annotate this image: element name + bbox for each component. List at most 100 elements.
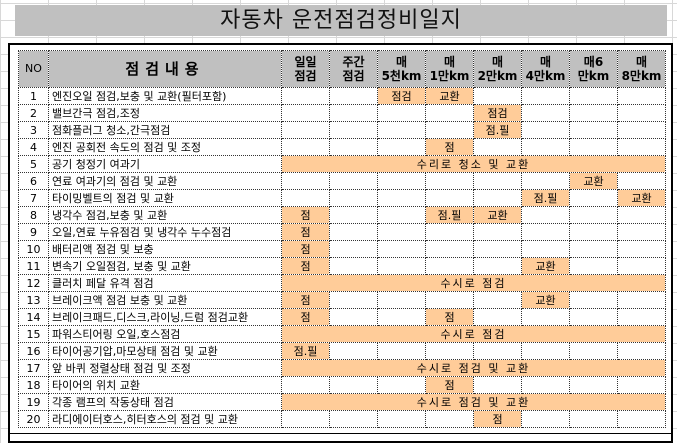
interval-cell[interactable]: 점 <box>281 223 330 241</box>
header-interval[interactable]: 매 1만km <box>425 50 474 88</box>
row-content[interactable]: 앞 바퀴 정렬상태 점검 및 조정 <box>48 359 282 377</box>
interval-cell[interactable] <box>473 223 522 241</box>
row-number[interactable]: 13 <box>18 291 49 309</box>
interval-cell[interactable] <box>521 138 570 156</box>
interval-cell[interactable]: 교환 <box>473 206 522 224</box>
row-content[interactable]: 브레이크액 점검 보충 및 교환 <box>48 291 282 309</box>
interval-cell[interactable] <box>281 376 330 394</box>
row-content[interactable]: 점화플러그 청소,간극점검 <box>48 121 282 139</box>
interval-cell[interactable]: 점.필 <box>521 189 570 207</box>
row-number[interactable]: 11 <box>18 257 49 275</box>
header-interval[interactable]: 매 5천km <box>377 50 426 88</box>
interval-cell[interactable]: 점 <box>281 206 330 224</box>
interval-span-cell[interactable]: 수시로 점검 및 교환 <box>281 393 666 411</box>
interval-cell[interactable] <box>377 172 426 190</box>
interval-cell[interactable] <box>281 410 330 428</box>
interval-cell[interactable]: 점 <box>425 376 474 394</box>
interval-cell[interactable]: 점.필 <box>473 121 522 139</box>
interval-cell[interactable] <box>617 121 666 139</box>
interval-cell[interactable] <box>569 257 618 275</box>
interval-cell[interactable] <box>329 189 378 207</box>
row-content[interactable]: 연료 여과기의 점검 및 교환 <box>48 172 282 190</box>
header-interval[interactable]: 매 8만km <box>617 50 666 88</box>
interval-cell[interactable]: 교환 <box>521 291 570 309</box>
row-content[interactable]: 밸브간극 점검,조정 <box>48 104 282 122</box>
interval-span-cell[interactable]: 수시로 점검 및 교환 <box>281 359 666 377</box>
interval-cell[interactable] <box>425 240 474 258</box>
header-content[interactable]: 점검내용 <box>48 50 282 88</box>
interval-cell[interactable] <box>281 138 330 156</box>
interval-cell[interactable] <box>569 308 618 326</box>
interval-cell[interactable] <box>329 121 378 139</box>
interval-cell[interactable] <box>425 189 474 207</box>
interval-cell[interactable] <box>425 172 474 190</box>
interval-cell[interactable]: 교환 <box>569 172 618 190</box>
interval-cell[interactable] <box>377 189 426 207</box>
interval-cell[interactable] <box>521 104 570 122</box>
interval-cell[interactable] <box>521 342 570 360</box>
interval-cell[interactable] <box>473 291 522 309</box>
row-content[interactable]: 파워스티어링 오일,호스점검 <box>48 325 282 343</box>
interval-cell[interactable] <box>521 240 570 258</box>
interval-cell[interactable] <box>425 257 474 275</box>
row-number[interactable]: 18 <box>18 376 49 394</box>
interval-cell[interactable]: 점 <box>473 410 522 428</box>
interval-span-cell[interactable]: 수시로 점검 <box>281 274 666 292</box>
interval-cell[interactable] <box>473 376 522 394</box>
interval-cell[interactable] <box>377 308 426 326</box>
interval-cell[interactable]: 점 <box>281 257 330 275</box>
row-number[interactable]: 19 <box>18 393 49 411</box>
row-content[interactable]: 브레이크패드,디스크,라이닝,드럼 점검교환 <box>48 308 282 326</box>
row-content[interactable]: 엔진 공회전 속도의 점검 및 조정 <box>48 138 282 156</box>
interval-cell[interactable] <box>329 104 378 122</box>
interval-cell[interactable] <box>569 104 618 122</box>
interval-cell[interactable] <box>617 87 666 105</box>
interval-cell[interactable] <box>329 342 378 360</box>
interval-cell[interactable] <box>617 138 666 156</box>
interval-cell[interactable] <box>521 376 570 394</box>
row-number[interactable]: 10 <box>18 240 49 258</box>
interval-cell[interactable] <box>329 138 378 156</box>
interval-cell[interactable] <box>329 240 378 258</box>
header-interval[interactable]: 매 4만km <box>521 50 570 88</box>
interval-cell[interactable] <box>617 223 666 241</box>
row-number[interactable]: 3 <box>18 121 49 139</box>
interval-cell[interactable] <box>569 138 618 156</box>
interval-cell[interactable] <box>425 410 474 428</box>
interval-cell[interactable]: 교환 <box>521 257 570 275</box>
row-number[interactable]: 7 <box>18 189 49 207</box>
row-number[interactable]: 16 <box>18 342 49 360</box>
interval-cell[interactable] <box>425 342 474 360</box>
interval-cell[interactable] <box>329 257 378 275</box>
interval-cell[interactable] <box>329 308 378 326</box>
row-number[interactable]: 5 <box>18 155 49 173</box>
interval-cell[interactable] <box>377 206 426 224</box>
interval-cell[interactable] <box>617 104 666 122</box>
row-number[interactable]: 14 <box>18 308 49 326</box>
interval-cell[interactable] <box>473 240 522 258</box>
interval-cell[interactable] <box>329 172 378 190</box>
interval-cell[interactable]: 점 <box>425 308 474 326</box>
interval-cell[interactable] <box>281 104 330 122</box>
interval-cell[interactable] <box>569 189 618 207</box>
interval-cell[interactable] <box>377 240 426 258</box>
row-number[interactable]: 8 <box>18 206 49 224</box>
interval-cell[interactable] <box>569 87 618 105</box>
interval-cell[interactable] <box>521 172 570 190</box>
interval-cell[interactable] <box>617 257 666 275</box>
interval-cell[interactable] <box>521 206 570 224</box>
interval-cell[interactable] <box>617 410 666 428</box>
interval-cell[interactable] <box>617 291 666 309</box>
interval-cell[interactable] <box>521 223 570 241</box>
interval-cell[interactable] <box>617 342 666 360</box>
interval-cell[interactable]: 점검 <box>377 87 426 105</box>
interval-cell[interactable] <box>569 206 618 224</box>
interval-cell[interactable] <box>377 104 426 122</box>
interval-cell[interactable] <box>425 291 474 309</box>
interval-cell[interactable] <box>569 342 618 360</box>
interval-cell[interactable]: 점.필 <box>425 206 474 224</box>
interval-cell[interactable]: 교환 <box>617 189 666 207</box>
row-content[interactable]: 공기 청정기 여과기 <box>48 155 282 173</box>
interval-cell[interactable] <box>377 410 426 428</box>
interval-cell[interactable] <box>329 291 378 309</box>
